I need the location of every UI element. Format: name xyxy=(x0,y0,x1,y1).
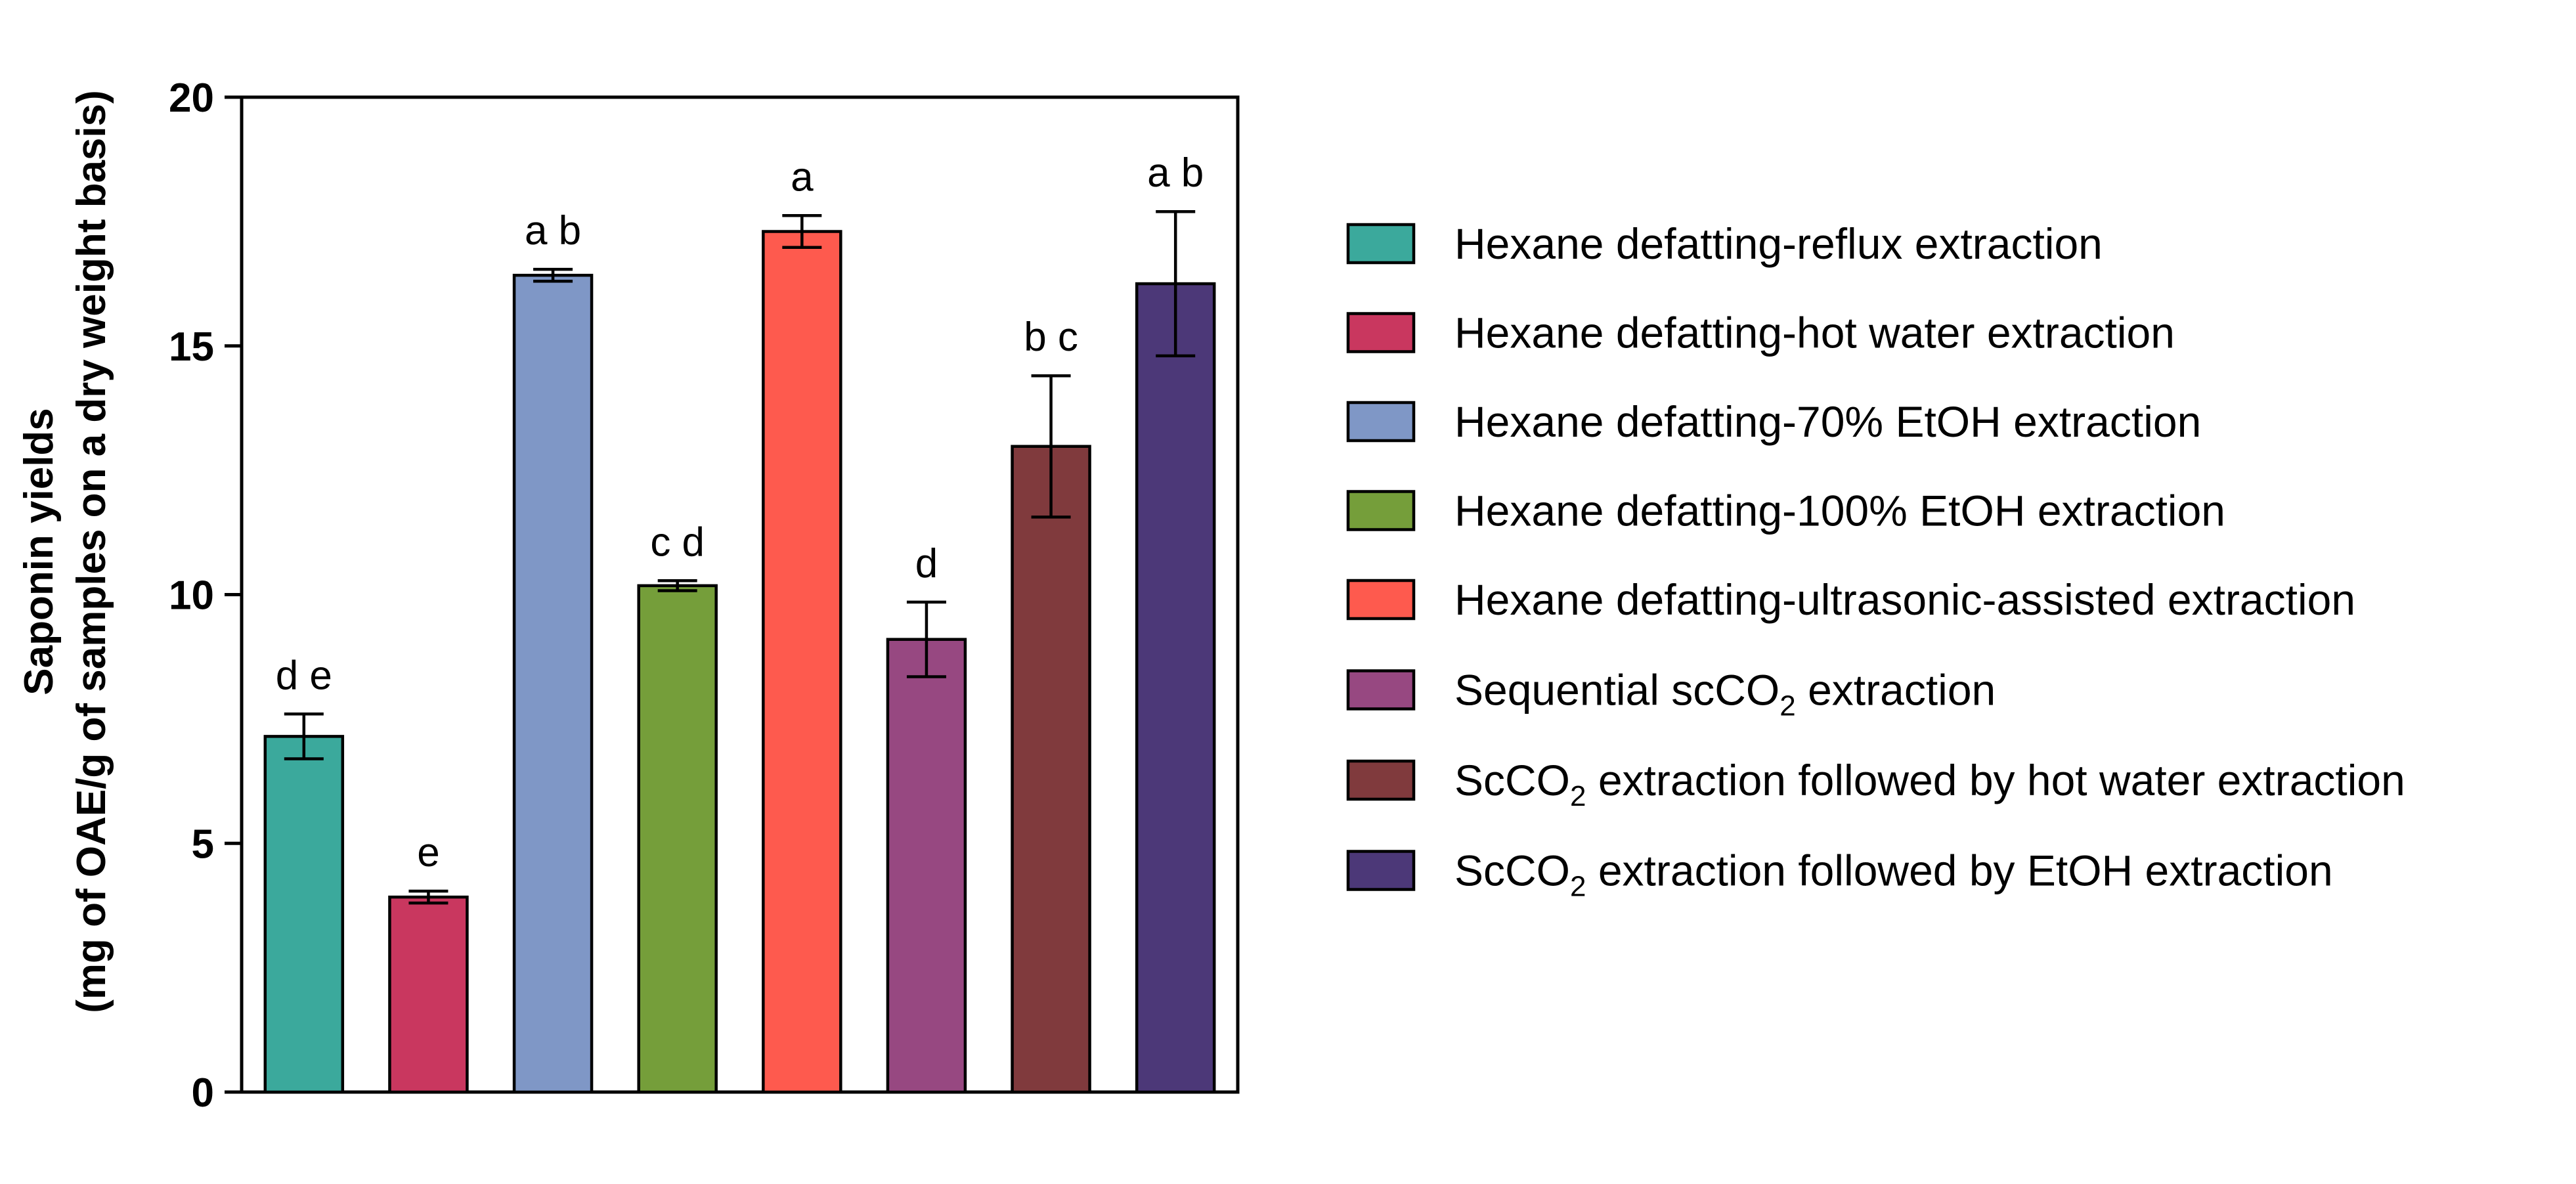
y-tick-label: 0 xyxy=(192,1070,214,1116)
bar xyxy=(512,273,594,1094)
legend-label-subscript: 2 xyxy=(1570,780,1586,812)
axes: 0 5 10 15 20 xyxy=(169,76,1240,1116)
legend-label-text: ScCO xyxy=(1454,756,1570,804)
legend-label-text: Hexane defatting-100% EtOH extraction xyxy=(1454,487,2225,535)
legend-label: Hexane defatting-ultrasonic-assisted ext… xyxy=(1454,575,2355,624)
legend-label-text: Hexane defatting-hot water extraction xyxy=(1454,309,2175,357)
legend-label: Hexane defatting-70% EtOH extraction xyxy=(1454,397,2201,446)
legend-swatch xyxy=(1346,490,1416,531)
bar xyxy=(762,230,842,1094)
significance-label: a b xyxy=(1147,150,1204,196)
legend-label-text: ScCO xyxy=(1454,846,1570,895)
significance-label: a b xyxy=(525,208,581,253)
legend-swatch xyxy=(1346,669,1416,711)
legend-swatch xyxy=(1346,312,1416,353)
legend: Hexane defatting-reflux extraction Hexane… xyxy=(1346,219,2405,903)
legend-label-suffix: extraction followed by EtOH extraction xyxy=(1586,846,2333,895)
y-axis-title-line2: (mg of OAE/g of samples on a dry weight … xyxy=(69,90,114,1013)
significance-label: b c xyxy=(1024,315,1078,360)
legend-label-text: Hexane defatting-70% EtOH extraction xyxy=(1454,397,2201,446)
bar xyxy=(637,584,718,1094)
significance-label: e xyxy=(417,830,439,875)
significance-label: d xyxy=(915,541,938,586)
y-tick-label: 15 xyxy=(169,324,214,370)
bar xyxy=(1135,282,1216,1094)
legend-label: Sequential scCO2 extraction xyxy=(1454,666,1996,722)
legend-label: Hexane defatting-reflux extraction xyxy=(1454,219,2103,268)
legend-swatch xyxy=(1346,579,1416,621)
legend-label-text: Sequential scCO xyxy=(1454,666,1779,714)
legend-label: ScCO2 extraction followed by EtOH extrac… xyxy=(1454,846,2333,903)
y-axis-title: Saponin yields (mg of OAE/g of samples o… xyxy=(16,90,114,1013)
legend-label-subscript: 2 xyxy=(1779,690,1795,722)
legend-swatch xyxy=(1346,223,1416,265)
bar xyxy=(886,638,967,1094)
y-axis-title-line1: Saponin yields xyxy=(16,408,62,695)
legend-label: ScCO2 extraction followed by hot water e… xyxy=(1454,756,2405,812)
legend-label-text: Hexane defatting-ultrasonic-assisted ext… xyxy=(1454,575,2355,624)
legend-swatch xyxy=(1346,850,1416,891)
y-tick-label: 20 xyxy=(169,76,214,121)
significance-label: a xyxy=(791,154,814,200)
legend-label: Hexane defatting-100% EtOH extraction xyxy=(1454,487,2225,535)
bar xyxy=(1011,445,1091,1094)
y-tick-label: 10 xyxy=(169,573,214,619)
legend-swatch xyxy=(1346,401,1416,443)
significance-label: c d xyxy=(650,519,705,565)
significance-label: d e xyxy=(276,653,332,698)
legend-label-suffix: extraction followed by hot water extract… xyxy=(1586,756,2405,804)
bar xyxy=(263,735,345,1094)
legend-swatch xyxy=(1346,759,1416,801)
y-tick-label: 5 xyxy=(192,822,214,867)
bars: d e e a b c d a d b c a b xyxy=(263,150,1216,1094)
bar xyxy=(388,895,469,1094)
legend-label-text: Hexane defatting-reflux extraction xyxy=(1454,219,2103,268)
legend-label-subscript: 2 xyxy=(1570,871,1586,903)
legend-label-suffix: extraction xyxy=(1796,666,1996,714)
legend-label: Hexane defatting-hot water extraction xyxy=(1454,309,2175,357)
